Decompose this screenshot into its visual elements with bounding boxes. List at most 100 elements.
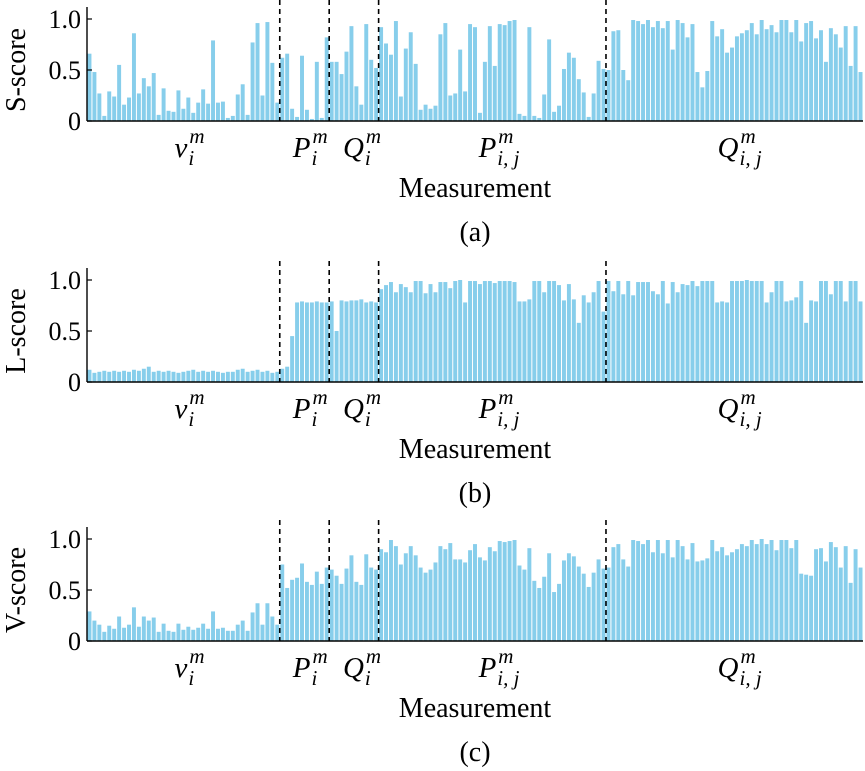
bar-109 <box>626 566 631 641</box>
bar-121 <box>685 285 690 382</box>
group-label-subscript: i <box>188 407 194 431</box>
bar-25 <box>211 40 216 121</box>
bar-43 <box>300 301 304 382</box>
bar-148 <box>819 548 823 641</box>
bar-93 <box>547 39 552 121</box>
bar-139 <box>774 550 779 641</box>
bar-54 <box>354 86 359 121</box>
bar-55 <box>359 584 364 641</box>
bar-102 <box>591 292 596 382</box>
bar-49 <box>329 569 334 641</box>
bar-66 <box>413 63 418 121</box>
bar-59 <box>379 549 384 641</box>
bar-105 <box>606 70 611 121</box>
bar-134 <box>749 23 754 121</box>
bar-57 <box>369 301 374 382</box>
bar-51 <box>339 583 344 641</box>
bar-132 <box>739 33 744 121</box>
bar-85 <box>507 541 512 641</box>
bar-70 <box>433 105 438 121</box>
group-label-subscript: i <box>311 666 317 690</box>
bar-65 <box>408 292 413 382</box>
bar-0 <box>87 611 92 641</box>
bar-60 <box>384 552 388 641</box>
bar-38 <box>275 371 280 382</box>
group-label-superscript: m <box>740 385 755 409</box>
panel-label: (a) <box>459 217 490 248</box>
bar-10 <box>136 626 141 641</box>
bar-109 <box>626 80 631 121</box>
bar-60 <box>384 285 388 382</box>
bar-53 <box>349 555 354 641</box>
bar-17 <box>171 371 176 382</box>
bar-44 <box>304 302 309 382</box>
group-label-subscript: i <box>365 666 371 690</box>
bar-117 <box>665 21 670 121</box>
group-label-base: Q <box>343 132 364 164</box>
bar-122 <box>690 24 695 122</box>
bar-74 <box>453 93 458 121</box>
bar-12 <box>146 620 151 641</box>
bar-149 <box>823 61 828 121</box>
bar-90 <box>532 281 537 382</box>
bar-86 <box>512 282 517 382</box>
bar-140 <box>779 20 784 121</box>
group-label-superscript: m <box>498 124 513 148</box>
bar-19 <box>181 629 186 641</box>
bar-27 <box>220 372 225 382</box>
bar-155 <box>853 549 858 641</box>
bar-113 <box>646 540 650 641</box>
bar-105 <box>606 567 611 641</box>
bar-49 <box>329 61 334 121</box>
bar-150 <box>828 294 833 382</box>
bar-11 <box>141 368 146 382</box>
bar-137 <box>764 302 769 382</box>
bar-88 <box>522 301 527 382</box>
bar-27 <box>220 101 225 121</box>
bar-92 <box>542 576 547 641</box>
bar-43 <box>300 55 304 121</box>
bar-35 <box>260 624 265 641</box>
bar-17 <box>171 111 176 121</box>
bar-115 <box>655 294 660 382</box>
bar-112 <box>641 544 646 641</box>
bar-139 <box>774 281 779 382</box>
bar-47 <box>319 302 324 382</box>
group-label-base: Q <box>718 652 739 684</box>
bar-155 <box>853 281 858 382</box>
bar-3 <box>102 631 107 641</box>
bar-91 <box>537 587 542 641</box>
bar-125 <box>705 281 710 382</box>
bar-124 <box>700 560 705 641</box>
bar-38 <box>275 624 280 641</box>
bar-124 <box>700 281 705 382</box>
bar-87 <box>517 301 522 382</box>
bar-141 <box>784 20 789 121</box>
bar-101 <box>586 302 591 382</box>
group-label-superscript: m <box>312 124 327 148</box>
bar-37 <box>270 62 275 121</box>
group-label-superscript: m <box>189 644 204 668</box>
bar-110 <box>631 540 636 641</box>
bar-70 <box>433 562 438 641</box>
group-label-subscript: i, j <box>497 407 519 431</box>
bar-58 <box>374 67 379 121</box>
group-label-base: v <box>175 652 188 684</box>
bar-89 <box>527 27 532 121</box>
bar-94 <box>552 592 557 641</box>
bar-96 <box>561 300 566 382</box>
bar-42 <box>295 116 300 121</box>
bar-99 <box>576 79 581 121</box>
bar-62 <box>393 546 398 641</box>
bar-56 <box>364 554 369 641</box>
bar-83 <box>497 541 502 641</box>
group-label-superscript: m <box>498 385 513 409</box>
y-tick-label: 0 <box>68 107 81 136</box>
bar-87 <box>517 113 522 121</box>
bar-85 <box>507 21 512 121</box>
bar-156 <box>858 567 863 641</box>
bar-112 <box>641 24 646 122</box>
